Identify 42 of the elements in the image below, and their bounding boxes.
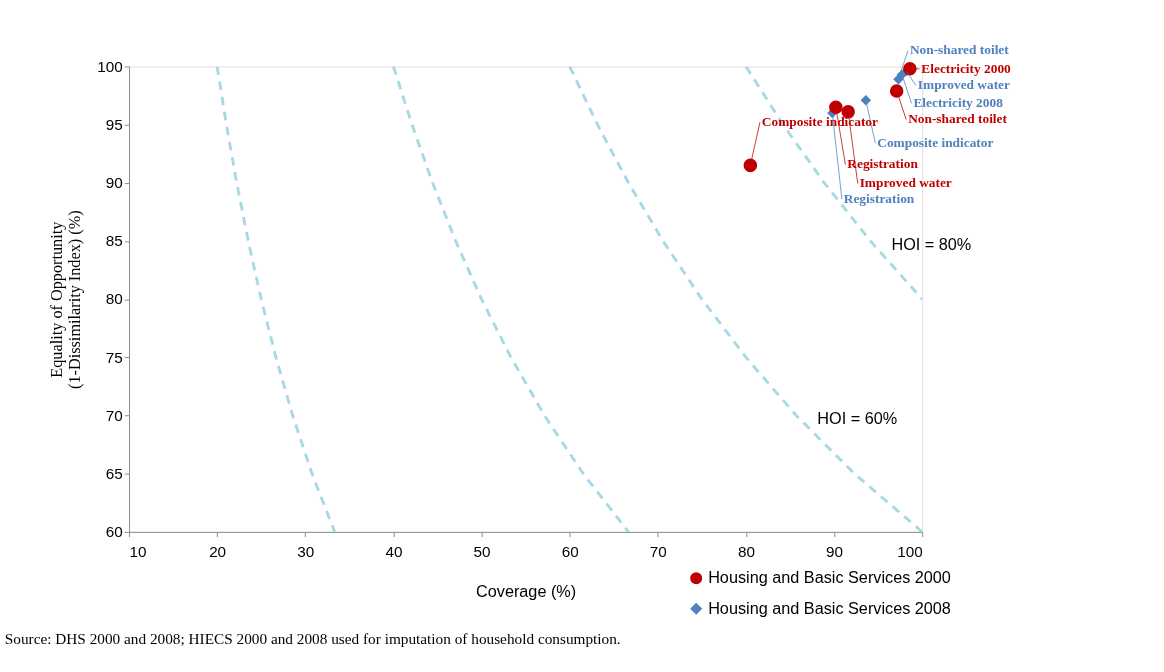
- annotation: Electricity 2008: [913, 95, 1004, 111]
- y-tick-label: 100: [97, 57, 123, 75]
- annotation: Composite indicator: [761, 114, 879, 130]
- y-tick-label: 70: [105, 406, 123, 424]
- annotation: Composite indicator: [877, 135, 994, 151]
- legend-label: Housing and Basic Services 2000: [708, 568, 951, 587]
- y-tick-label: 75: [105, 348, 123, 366]
- legend-label: Housing and Basic Services 2008: [708, 598, 951, 617]
- x-tick-label: 90: [826, 543, 844, 561]
- annotation: HOI = 80%: [891, 234, 972, 253]
- annotation: Non-shared toilet: [909, 42, 1010, 58]
- annotation: HOI = 60%: [817, 409, 898, 428]
- source-note: Source: DHS 2000 and 2008; HIECS 2000 and 2008 used for imputation of household consumption.: [4, 629, 621, 647]
- x-tick-label: 30: [297, 543, 315, 561]
- y-tick-label: 60: [105, 523, 123, 541]
- annotation: Improved water: [859, 175, 952, 191]
- point: [889, 84, 904, 98]
- annotation: Registration: [847, 156, 919, 172]
- y-tick-label: 65: [105, 464, 123, 482]
- x-tick-label: 70: [649, 543, 667, 561]
- point: [829, 100, 843, 114]
- x-tick-label: 40: [385, 543, 403, 561]
- annotation: Non-shared toilet: [908, 111, 1008, 127]
- x-tick-label: 20: [209, 543, 227, 561]
- point: [893, 74, 904, 85]
- annotation: Registration: [843, 190, 915, 206]
- x-tick-label: 100: [897, 543, 923, 561]
- y-tick-label: 90: [105, 174, 123, 192]
- annotation: Improved water: [917, 77, 1011, 93]
- x-tick-label: 60: [561, 543, 579, 561]
- x-tick-label: 80: [737, 543, 755, 561]
- y-tick-label: 85: [105, 232, 123, 250]
- y-axis-title: Equality of Opportunity (1-Dissimilarity Index) (%): [47, 210, 85, 389]
- y-tick-label: 95: [105, 115, 123, 133]
- x-tick-label: 50: [473, 543, 491, 561]
- x-axis-title: Coverage (%): [476, 582, 577, 601]
- line-series: [391, 66, 630, 532]
- point: [743, 158, 758, 173]
- annotation: Electricity 2000: [921, 60, 1012, 76]
- x-tick-label: 10: [129, 543, 147, 561]
- y-tick-label: 80: [105, 290, 123, 308]
- line-series: [215, 66, 337, 532]
